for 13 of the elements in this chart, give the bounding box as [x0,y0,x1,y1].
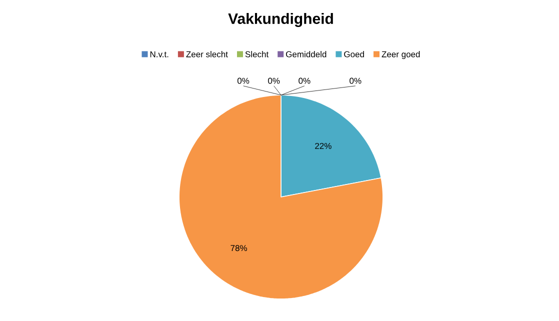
legend-label: Gemiddeld [286,51,326,58]
data-label: 78% [230,245,248,252]
text: 0% [298,78,310,84]
legend-label: Goed [344,51,364,58]
data-label: 22% [315,142,332,149]
legend-label: Zeer goed [382,51,420,59]
chart-title: Vakkundigheid [228,12,333,28]
text: 0% [350,78,362,84]
legend-label: Zeer slecht [186,51,228,58]
legend-label: Slecht [245,51,269,58]
text: 0% [237,78,250,84]
legend-label: N.v.t. [150,51,168,58]
text: 0% [268,78,280,84]
